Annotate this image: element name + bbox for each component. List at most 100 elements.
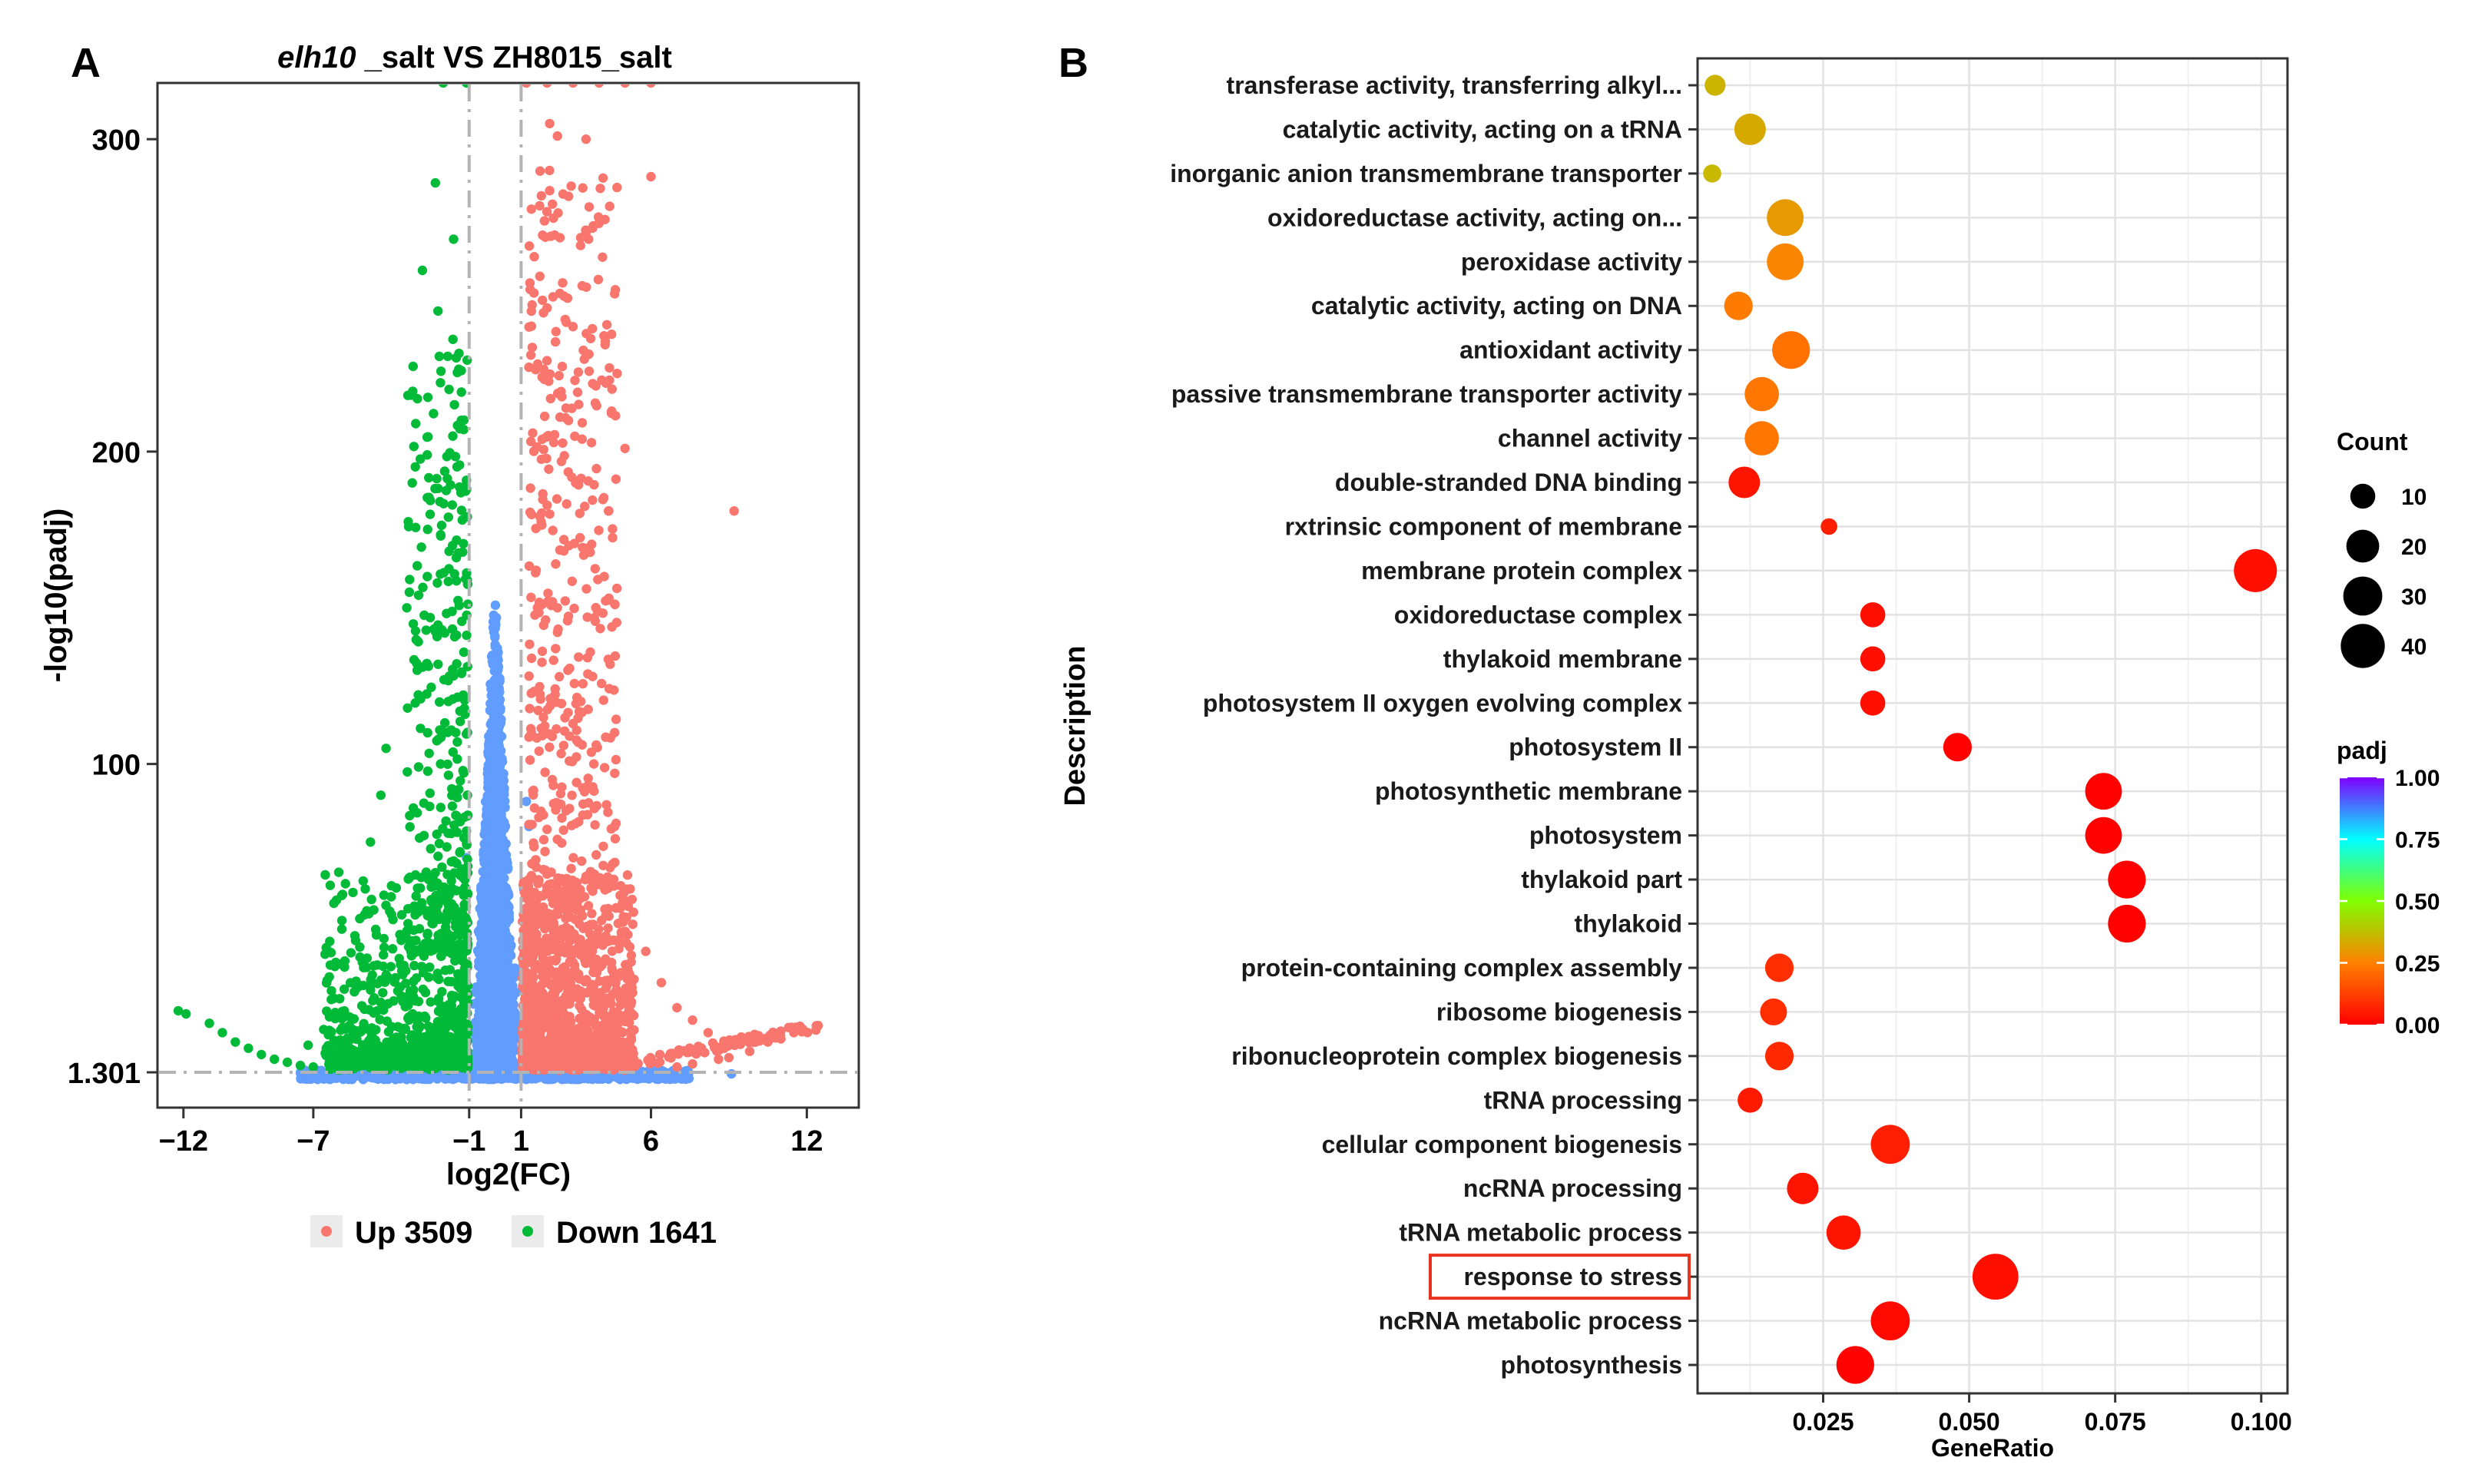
volcano-point-up	[608, 989, 618, 999]
volcano-point-up	[610, 1025, 620, 1036]
volcano-point-up	[524, 671, 534, 681]
volcano-point-up	[522, 891, 532, 901]
volcano-point-up	[553, 1036, 563, 1046]
volcano-point-up	[578, 679, 588, 689]
volcano-point-up	[583, 773, 593, 783]
volcano-point-nonsig	[495, 1022, 505, 1032]
volcano-point-nonsig	[489, 906, 499, 916]
volcano-point-nonsig	[495, 785, 505, 796]
volcano-title-italic: elh10	[277, 41, 356, 75]
volcano-point-nonsig	[485, 719, 495, 730]
volcano-point-up	[565, 999, 575, 1009]
volcano-point-up	[575, 1001, 585, 1011]
volcano-point-nonsig	[497, 825, 507, 836]
volcano-point-nonsig	[497, 994, 508, 1004]
volcano-point-up	[537, 971, 548, 982]
volcano-point-nonsig	[494, 697, 504, 708]
volcano-point-nonsig	[452, 1072, 462, 1082]
volcano-point-up	[605, 863, 615, 873]
volcano-point-up	[607, 622, 617, 632]
volcano-point-nonsig	[474, 928, 485, 939]
volcano-point-up	[575, 508, 585, 518]
volcano-point-up	[604, 911, 614, 921]
volcano-point-nonsig	[478, 1048, 488, 1058]
volcano-point-nonsig	[497, 1032, 507, 1042]
volcano-point-nonsig	[489, 991, 499, 1002]
volcano-point-nonsig	[501, 850, 512, 860]
volcano-point-up	[611, 714, 621, 724]
volcano-point-nonsig	[495, 880, 505, 890]
volcano-point-up	[524, 241, 535, 251]
volcano-point-nonsig	[478, 1001, 489, 1011]
volcano-point-nonsig	[474, 1057, 484, 1067]
volcano-point-up	[621, 959, 631, 970]
volcano-point-up	[548, 213, 558, 224]
volcano-up-points	[517, 84, 823, 1075]
volcano-point-nonsig	[485, 742, 495, 753]
volcano-point-up	[538, 712, 548, 723]
volcano-point-up	[595, 184, 605, 194]
volcano-point-up	[581, 1012, 591, 1022]
volcano-point-up	[551, 644, 561, 654]
volcano-point-up	[575, 1026, 585, 1036]
volcano-point-nonsig	[476, 902, 486, 912]
volcano-point-nonsig	[486, 879, 497, 889]
volcano-point-nonsig	[557, 1074, 568, 1085]
volcano-point-up	[612, 182, 622, 193]
volcano-point-up	[538, 445, 548, 455]
volcano-point-up	[587, 919, 598, 930]
volcano-point-nonsig	[490, 778, 500, 788]
volcano-point-up	[618, 1037, 628, 1047]
volcano-point-nonsig	[493, 662, 503, 673]
volcano-point-nonsig	[727, 1068, 737, 1079]
volcano-point-nonsig	[484, 766, 494, 776]
volcano-point-up	[552, 967, 562, 977]
volcano-point-up	[558, 438, 568, 448]
volcano-point-nonsig	[486, 969, 497, 979]
volcano-point-up	[585, 547, 595, 558]
volcano-point-up	[528, 1007, 538, 1017]
volcano-point-up	[523, 1055, 533, 1065]
volcano-point-up	[608, 532, 618, 543]
volcano-point-nonsig	[573, 1075, 584, 1085]
volcano-point-up	[518, 1038, 528, 1048]
volcano-point-up	[550, 995, 560, 1005]
volcano-point-nonsig	[480, 1035, 490, 1046]
volcano-point-nonsig	[493, 843, 503, 853]
volcano-point-up	[621, 938, 631, 948]
volcano-point-up	[561, 981, 571, 992]
volcano-x-tick-label: 6	[643, 1125, 659, 1158]
volcano-point-up	[535, 681, 545, 692]
volcano-point-nonsig	[495, 687, 505, 697]
volcano-point-up	[628, 1010, 639, 1021]
volcano-point-up	[548, 655, 558, 665]
volcano-point-up	[525, 755, 535, 765]
volcano-y-tick-label: 200	[92, 437, 141, 469]
volcano-point-nonsig	[483, 896, 494, 906]
volcano-point-up	[616, 1016, 626, 1026]
volcano-point-up	[588, 886, 598, 896]
volcano-point-up	[591, 1061, 601, 1072]
volcano-point-up	[597, 1036, 608, 1046]
volcano-point-up	[565, 731, 575, 741]
volcano-title-rest: _salt VS ZH8015_salt	[356, 41, 671, 75]
volcano-point-nonsig	[474, 961, 484, 972]
volcano-point-up	[536, 454, 546, 465]
volcano-point-up	[597, 996, 607, 1006]
volcano-point-up	[591, 1021, 601, 1032]
volcano-point-nonsig	[490, 623, 500, 634]
volcano-point-up	[548, 437, 559, 448]
volcano-point-up	[560, 713, 570, 723]
volcano-point-up	[598, 608, 608, 618]
volcano-x-tick-label: −12	[159, 1125, 208, 1158]
volcano-point-nonsig	[500, 890, 510, 901]
volcano-point-up	[524, 362, 534, 373]
volcano-point-up	[556, 1056, 566, 1067]
volcano-point-nonsig	[495, 765, 505, 775]
volcano-point-nonsig	[495, 971, 505, 981]
volcano-point-up	[552, 494, 562, 504]
volcano-point-nonsig	[504, 908, 514, 919]
volcano-point-up	[581, 988, 592, 998]
volcano-y-tick-label: 100	[92, 750, 141, 782]
volcano-point-up	[569, 603, 579, 614]
